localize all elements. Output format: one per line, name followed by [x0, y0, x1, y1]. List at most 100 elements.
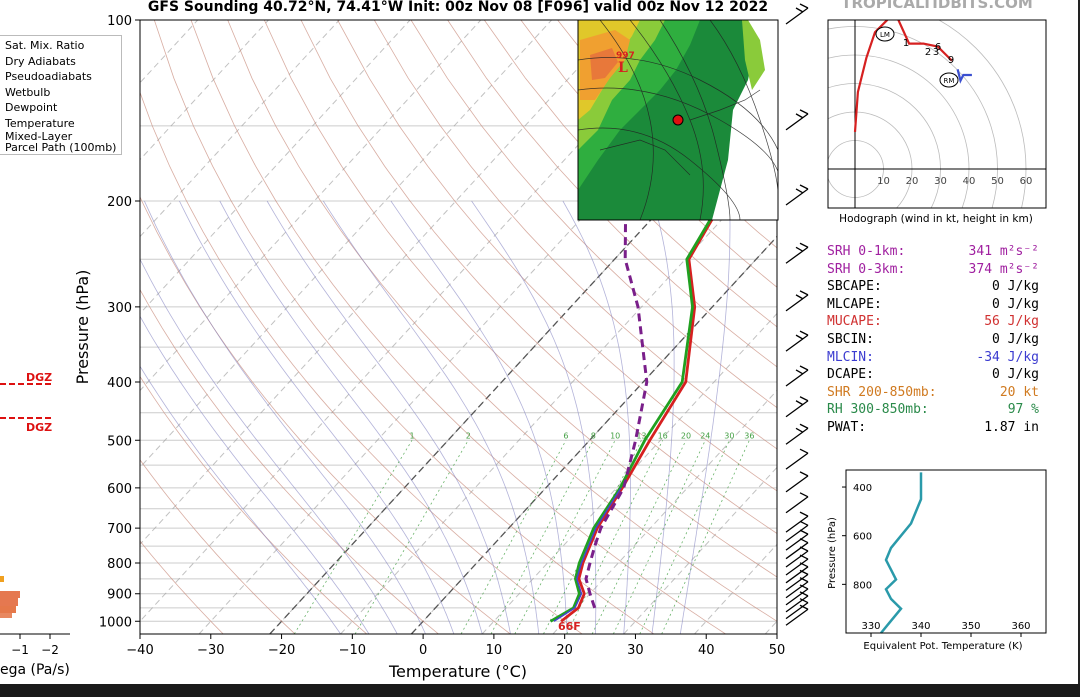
- omega-panel: DGZ DGZ −1 −2 ega (Pa/s): [0, 371, 70, 678]
- map-inset: 997 L: [578, 20, 778, 220]
- dry-adiabat: [140, 195, 511, 634]
- mixing-ratio-label: 6: [563, 431, 568, 440]
- dry-adiabat: [140, 375, 368, 634]
- dry-adiabat: [373, 20, 777, 450]
- mixing-ratio-label: 36: [744, 431, 754, 440]
- dry-adiabat: [140, 459, 296, 634]
- mixing-ratio-line: [661, 440, 750, 634]
- mixing-ratio-label: 1: [409, 431, 414, 440]
- x-tick-label: 0: [419, 643, 427, 658]
- theta-y-tick-label: 800: [853, 580, 872, 591]
- dgz-label-upper: DGZ: [26, 371, 52, 384]
- legend-item: Dewpoint: [5, 101, 58, 114]
- x-tick-label: 20: [556, 643, 573, 658]
- parameter-value: 0 J/kg: [992, 367, 1039, 383]
- parameter-label: SBCAPE:: [827, 279, 882, 295]
- watermark: TROPICALTIDBITS.COM: [841, 0, 1033, 12]
- wind-barb: [785, 554, 809, 576]
- legend-item: Temperature: [5, 116, 75, 130]
- isotherm: [140, 20, 269, 161]
- mixing-ratio-label: 30: [724, 431, 734, 440]
- window-edge: [1078, 0, 1080, 697]
- mixing-ratio-line: [566, 440, 664, 634]
- wind-barb: [785, 492, 809, 514]
- parameter-label: SBCIN:: [827, 331, 874, 347]
- y-tick-label: 300: [107, 301, 132, 316]
- wind-barb: [785, 569, 809, 591]
- mixing-ratio-line: [293, 440, 413, 634]
- wind-barb: [785, 423, 809, 445]
- y-tick-label: 200: [107, 195, 132, 210]
- theta-x-tick-label: 350: [961, 621, 980, 632]
- wind-barb: [785, 396, 809, 418]
- parameter-label: SHR 200-850mb:: [827, 384, 937, 400]
- pseudoadiabat: [322, 200, 540, 634]
- theta-x-tick-label: 360: [1011, 621, 1030, 632]
- mixing-ratio-line: [460, 440, 567, 634]
- hodograph-tick: 20: [906, 176, 919, 187]
- parameter-label: MUCAPE:: [827, 314, 882, 330]
- parameter-row: SRH 0-3km: 374 m²s⁻²: [827, 261, 1039, 279]
- parameter-value: 56 J/kg: [984, 314, 1039, 330]
- omega-tick: −1: [11, 643, 29, 657]
- mixing-ratio-line: [639, 440, 730, 634]
- isotherm: [140, 20, 552, 469]
- x-tick-label: −30: [197, 643, 224, 658]
- y-tick-label: 1000: [99, 615, 132, 630]
- storm-motion-label: LM: [880, 31, 890, 39]
- profile-wetbulb: [553, 487, 622, 622]
- theta-y-tick-label: 400: [853, 483, 872, 494]
- parameter-row: SBCAPE: 0 J/kg: [827, 278, 1039, 296]
- parameter-value: 20 kt: [999, 384, 1039, 400]
- parameter-row: DCAPE: 0 J/kg: [827, 366, 1039, 384]
- location-marker: [672, 114, 684, 126]
- mixing-ratio-line: [490, 440, 594, 634]
- profile-mixed-layer-parcel-path-100mb: [584, 20, 688, 609]
- parameter-row: MLCIN: -34 J/kg: [827, 349, 1039, 367]
- parameter-row: PWAT: 1.87 in: [827, 419, 1039, 437]
- parameter-value: 0 J/kg: [992, 296, 1039, 312]
- hodograph-frame: [827, 19, 1047, 209]
- theta-x-tick-label: 340: [911, 621, 930, 632]
- pseudoadiabat: [219, 200, 483, 634]
- pseudoadiabat: [390, 200, 568, 634]
- hodograph-caption: Hodograph (wind in kt, height in km): [839, 213, 1033, 225]
- theta-e-ylabel: Pressure (hPa): [827, 517, 838, 589]
- wind-barb: [785, 330, 809, 352]
- x-tick-label: 30: [627, 643, 644, 658]
- dry-adiabat: [153, 20, 655, 634]
- mixing-ratio-line: [543, 440, 642, 634]
- x-tick-label: 40: [698, 643, 715, 658]
- y-tick-label: 400: [107, 376, 132, 391]
- wind-barb: [785, 109, 809, 131]
- wind-barb: [785, 3, 809, 25]
- legend-item: Dry Adiabats: [5, 54, 76, 68]
- dry-adiabat: [520, 20, 777, 288]
- parameter-label: RH 300-850mb:: [827, 402, 929, 418]
- mixing-ratio-label: 16: [658, 431, 668, 440]
- mixing-ratio-line: [613, 440, 706, 634]
- pseudoadiabat: [144, 200, 426, 634]
- wind-barb: [785, 562, 809, 584]
- hodograph-tick: 30: [934, 176, 947, 187]
- mixing-ratio-label: 20: [681, 431, 691, 440]
- dgz-label-lower: DGZ: [26, 421, 52, 434]
- sounding-parameters: SRH 0-1km: 341 m²s⁻² SRH 0-3km: 374 m²s⁻² SB…: [827, 243, 1039, 437]
- wind-barb: [785, 184, 809, 206]
- hodograph-tick: 50: [991, 176, 1004, 187]
- skewt-xlabel: Temperature (°C): [388, 662, 527, 681]
- wind-barb: [785, 604, 809, 626]
- mixing-ratio-label: 10: [610, 431, 620, 440]
- wind-barb: [785, 538, 809, 560]
- mixing-ratio-label: 8: [591, 431, 596, 440]
- parameter-row: RH 300-850mb: 97 %: [827, 401, 1039, 419]
- parameter-label: SRH 0-1km:: [827, 244, 906, 259]
- pseudoadiabat: [266, 200, 511, 634]
- parameter-value: 0 J/kg: [992, 279, 1039, 295]
- dry-adiabat: [300, 20, 777, 535]
- wind-barb: [785, 591, 809, 613]
- map-low-label: L: [618, 60, 628, 76]
- dry-adiabat: [410, 20, 777, 409]
- theta-y-tick-label: 600: [853, 532, 872, 543]
